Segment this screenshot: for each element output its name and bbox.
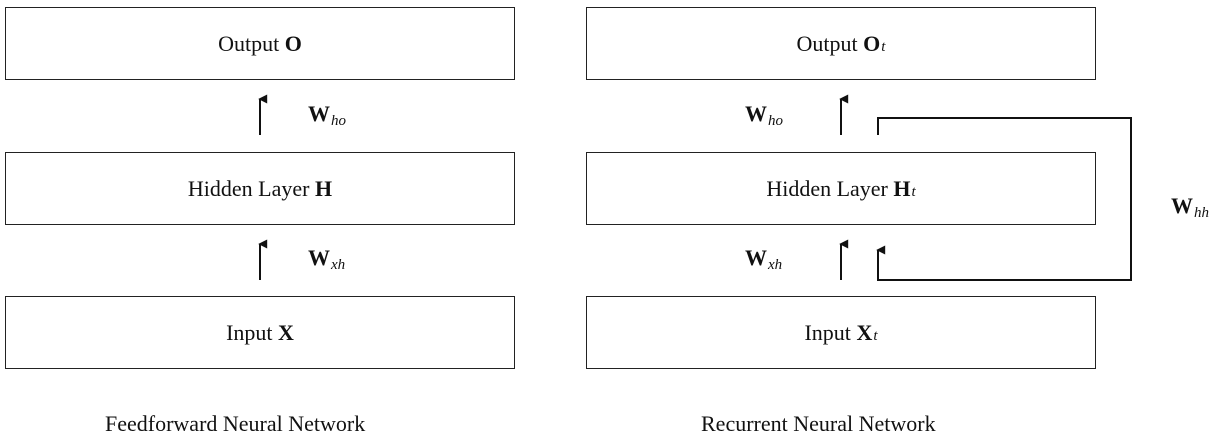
rnn-hidden-symbol: H: [893, 175, 911, 201]
ff-weight-ho-label: Who: [308, 101, 346, 129]
ff-weight-ho-sub: ho: [331, 113, 346, 129]
ff-weight-xh-sub: xh: [331, 257, 346, 273]
rnn-weight-ho-sub: ho: [768, 113, 783, 129]
rnn-weight-xh-label: Wxh: [745, 245, 783, 273]
rnn-weight-hh-label: Whh: [1171, 193, 1209, 221]
ff-input-label: Input: [226, 319, 273, 345]
rnn-output-sub: t: [881, 39, 886, 55]
ff-weight-xh-symbol: W: [308, 245, 330, 270]
ff-hidden-box: Hidden Layer H: [5, 152, 515, 225]
rnn-hidden-label: Hidden Layer: [766, 175, 888, 201]
ff-output-box: Output O: [5, 7, 515, 80]
rnn-weight-xh-symbol: W: [745, 245, 767, 270]
ff-hidden-symbol: H: [314, 175, 333, 201]
rnn-output-label: Output: [796, 30, 858, 56]
rnn-input-label: Input: [804, 319, 851, 345]
ff-hidden-label: Hidden Layer: [187, 175, 310, 201]
ff-input-symbol: X: [278, 319, 294, 345]
rnn-weight-hh-sub: hh: [1194, 205, 1209, 221]
ff-weight-xh-label: Wxh: [308, 245, 346, 273]
ff-caption: Feedforward Neural Network: [105, 411, 366, 436]
rnn-weight-hh-symbol: W: [1171, 193, 1193, 218]
ff-output-symbol: O: [284, 30, 302, 56]
rnn-input-sub: t: [873, 328, 878, 344]
ff-input-box: Input X: [5, 296, 515, 369]
rnn-recurrent-loop: [876, 117, 1132, 281]
ff-weight-ho-symbol: W: [308, 101, 330, 126]
ff-output-label: Output: [218, 30, 280, 56]
rnn-input-symbol: X: [856, 319, 873, 345]
rnn-weight-xh-sub: xh: [768, 257, 783, 273]
rnn-hidden-sub: t: [911, 184, 916, 200]
rnn-weight-ho-label: Who: [745, 101, 783, 129]
rnn-caption: Recurrent Neural Network: [701, 411, 936, 436]
rnn-output-symbol: O: [863, 30, 881, 56]
rnn-weight-ho-symbol: W: [745, 101, 767, 126]
